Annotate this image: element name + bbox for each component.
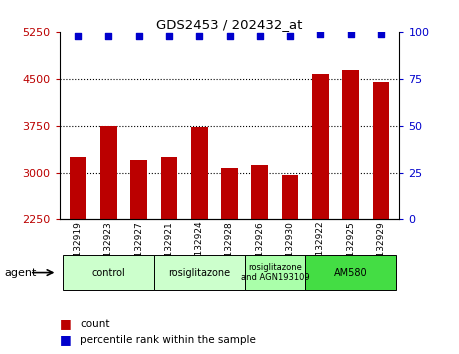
Point xyxy=(256,33,263,39)
Point xyxy=(105,33,112,39)
Text: control: control xyxy=(91,268,125,278)
Bar xyxy=(221,168,238,354)
Bar xyxy=(130,160,147,354)
Text: percentile rank within the sample: percentile rank within the sample xyxy=(80,335,256,345)
Text: ■: ■ xyxy=(60,318,72,330)
Point xyxy=(135,33,142,39)
Text: ■: ■ xyxy=(60,333,72,346)
Bar xyxy=(161,157,177,354)
Bar xyxy=(342,70,359,354)
Bar xyxy=(252,165,268,354)
Text: agent: agent xyxy=(5,268,37,278)
Text: rosiglitazone
and AGN193109: rosiglitazone and AGN193109 xyxy=(241,263,309,282)
Bar xyxy=(282,175,298,354)
Bar xyxy=(154,255,245,290)
Point xyxy=(286,33,294,39)
Bar xyxy=(191,127,207,354)
Bar xyxy=(373,82,390,354)
Point xyxy=(377,31,385,36)
Title: GDS2453 / 202432_at: GDS2453 / 202432_at xyxy=(157,18,302,31)
Bar xyxy=(100,126,117,354)
Bar xyxy=(69,157,86,354)
Bar xyxy=(245,255,305,290)
Text: count: count xyxy=(80,319,110,329)
Bar xyxy=(312,74,329,354)
Bar xyxy=(63,255,154,290)
Text: rosiglitazone: rosiglitazone xyxy=(168,268,230,278)
Point xyxy=(74,33,82,39)
Point xyxy=(196,33,203,39)
Point xyxy=(165,33,173,39)
Point xyxy=(347,31,354,36)
Text: AM580: AM580 xyxy=(334,268,368,278)
Bar xyxy=(305,255,396,290)
Point xyxy=(317,31,324,36)
Point xyxy=(226,33,233,39)
